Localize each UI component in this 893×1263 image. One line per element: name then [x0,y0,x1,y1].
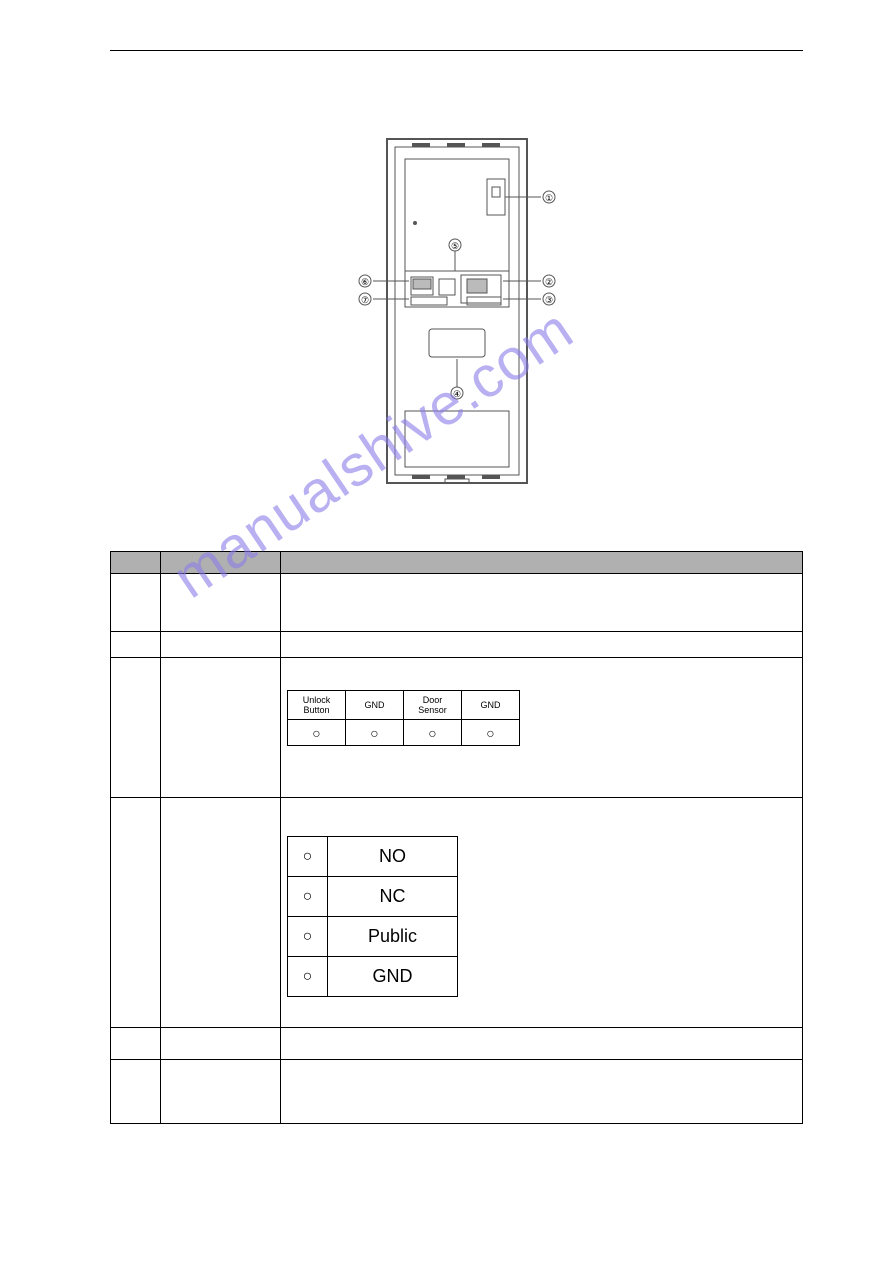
table-row [111,1028,803,1060]
callout-7: ⑦ [360,295,368,305]
terminal-label: GND [328,957,458,997]
terminal-hole-icon: ○ [288,877,328,917]
terminal-hole-icon: ○ [288,957,328,997]
table-header-row [111,552,803,574]
terminal-label: Public [328,917,458,957]
header-rule [110,50,803,51]
callout-3: ③ [544,295,552,305]
callout-1: ① [544,193,552,203]
callout-2: ② [544,277,552,287]
callout-6: ⑥ [360,277,368,287]
terminal-hole-icon: ○ [462,720,520,746]
device-rear-diagram: ① ⑤ ② ③ [110,131,803,491]
terminal-label: Door Sensor [404,691,462,720]
table-row [111,632,803,658]
terminal-label: GND [346,691,404,720]
table-row [111,574,803,632]
callout-5: ⑤ [450,241,458,251]
table-row: Unlock Button GND Door Sensor GND ○ ○ ○ … [111,658,803,798]
table-row [111,1060,803,1124]
terminal-label: GND [462,691,520,720]
access-terminal-table: Unlock Button GND Door Sensor GND ○ ○ ○ … [287,690,520,746]
terminal-hole-icon: ○ [288,720,346,746]
callout-4: ④ [452,389,460,399]
table-row: ○NO ○NC ○Public ○GND [111,798,803,1028]
terminal-hole-icon: ○ [346,720,404,746]
terminal-label: Unlock Button [288,691,346,720]
rear-panel-table: Unlock Button GND Door Sensor GND ○ ○ ○ … [110,551,803,1124]
terminal-label: NO [328,837,458,877]
terminal-hole-icon: ○ [288,917,328,957]
lock-terminal-table: ○NO ○NC ○Public ○GND [287,836,458,997]
terminal-label: NC [328,877,458,917]
terminal-hole-icon: ○ [288,837,328,877]
terminal-hole-icon: ○ [404,720,462,746]
